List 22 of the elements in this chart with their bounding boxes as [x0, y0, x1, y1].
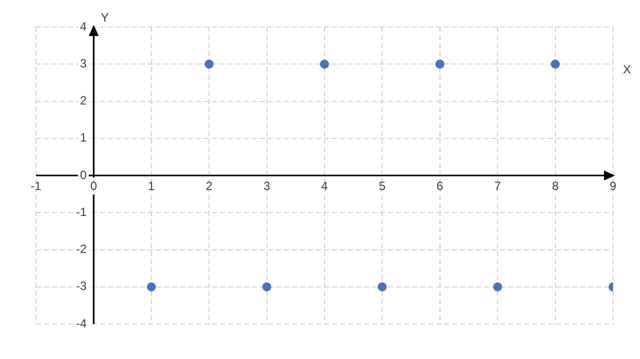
x-tick-label: 9 [610, 179, 617, 194]
y-tick-label: 1 [80, 130, 88, 145]
x-tick-label: -1 [30, 179, 42, 194]
x-tick-label: 6 [436, 179, 444, 194]
x-tick-label: 0 [90, 179, 98, 194]
y-axis-title: Y [100, 10, 109, 24]
x-tick-label: 1 [148, 179, 156, 194]
x-tick-label: 4 [321, 179, 328, 194]
y-tick-label: -4 [76, 316, 88, 330]
y-tick-label: 0 [80, 168, 88, 182]
y-tick-label: -3 [76, 279, 88, 294]
y-tick-label: 2 [80, 94, 88, 108]
x-axis-title: X [623, 62, 632, 76]
x-tick-label: 3 [263, 179, 270, 194]
x-tick-label: 5 [378, 179, 386, 194]
y-tick-label: -1 [76, 204, 88, 219]
y-tick-label: -2 [76, 242, 88, 256]
y-tick-label: 4 [80, 19, 88, 34]
x-tick-label: 2 [206, 179, 213, 194]
y-tick-label: 3 [80, 56, 88, 70]
x-tick-label: 8 [552, 179, 559, 194]
x-tick-label: 7 [494, 179, 502, 194]
